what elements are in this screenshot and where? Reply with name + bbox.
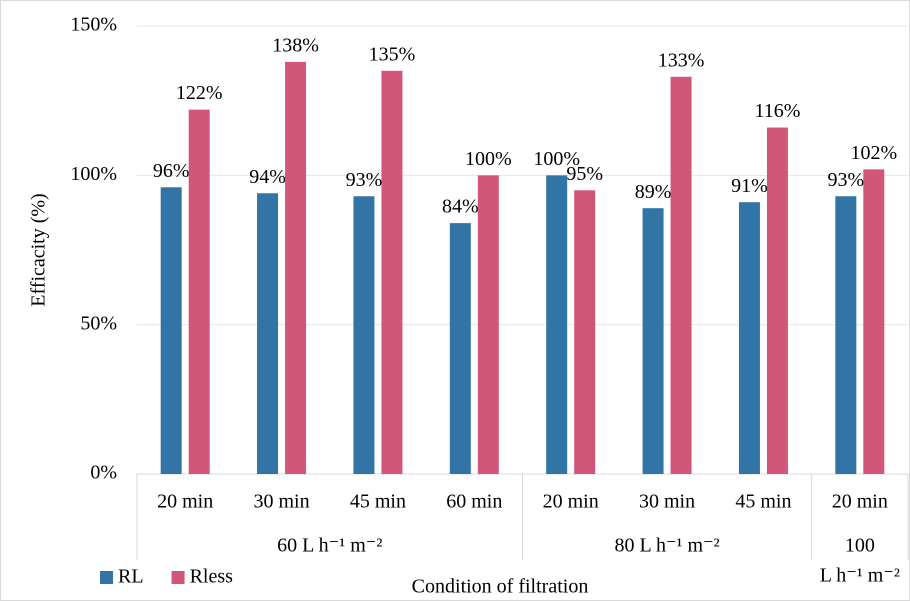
bar xyxy=(477,175,499,475)
bar xyxy=(766,127,788,475)
x-axis-title: Condition of filtration xyxy=(412,576,589,598)
x-tick-label: 20 min xyxy=(157,491,213,513)
x-tick-label: 45 min xyxy=(735,491,791,513)
value-label: 100% xyxy=(533,148,580,170)
value-label: 100% xyxy=(465,148,512,170)
bar xyxy=(738,202,760,475)
bar xyxy=(574,190,596,474)
legend-label: RL xyxy=(118,566,144,588)
bar xyxy=(546,175,568,475)
value-label: 89% xyxy=(635,181,672,203)
x-tick-label: 45 min xyxy=(350,491,406,513)
legend-swatch xyxy=(171,571,185,584)
legend-swatch xyxy=(100,571,113,584)
bar xyxy=(835,196,857,475)
bar xyxy=(257,193,279,474)
y-tick-label: 0% xyxy=(90,462,117,484)
bar xyxy=(381,70,403,475)
value-label: 116% xyxy=(754,100,800,122)
x-tick-label: 30 min xyxy=(639,491,695,513)
bar xyxy=(353,196,375,475)
value-label: 84% xyxy=(442,196,479,218)
x-tick-label: 60 min xyxy=(446,491,502,513)
value-label: 138% xyxy=(272,34,319,56)
x-tick-label: 20 min xyxy=(832,491,888,513)
bar xyxy=(642,208,664,475)
value-label: 93% xyxy=(827,169,864,191)
x-tick-label: 30 min xyxy=(254,491,310,513)
value-label: 102% xyxy=(850,142,897,164)
bar xyxy=(188,109,210,475)
bar xyxy=(670,76,692,475)
value-label: 135% xyxy=(369,43,416,65)
value-label: 122% xyxy=(176,82,223,104)
bar xyxy=(285,61,307,475)
value-label: 95% xyxy=(566,163,603,185)
value-label: 93% xyxy=(346,169,383,191)
group-label: 80 L h⁻¹ m⁻² xyxy=(614,535,719,557)
bar xyxy=(449,223,471,474)
value-label: 133% xyxy=(658,49,705,71)
y-tick-label: 150% xyxy=(70,14,117,36)
y-tick-label: 100% xyxy=(70,163,117,185)
group-label: 100 xyxy=(845,535,875,557)
value-label: 94% xyxy=(249,166,286,188)
y-tick-label: 50% xyxy=(80,312,117,334)
bar xyxy=(863,169,885,475)
group-label: L h⁻¹ m⁻² xyxy=(820,565,900,587)
legend-label: Rless xyxy=(190,566,234,588)
value-label: 96% xyxy=(153,160,190,182)
bar xyxy=(160,187,182,474)
x-tick-label: 20 min xyxy=(543,491,599,513)
value-label: 91% xyxy=(731,175,768,197)
group-label: 60 L h⁻¹ m⁻² xyxy=(277,535,382,557)
y-axis-title: Efficacity (%) xyxy=(28,193,50,306)
